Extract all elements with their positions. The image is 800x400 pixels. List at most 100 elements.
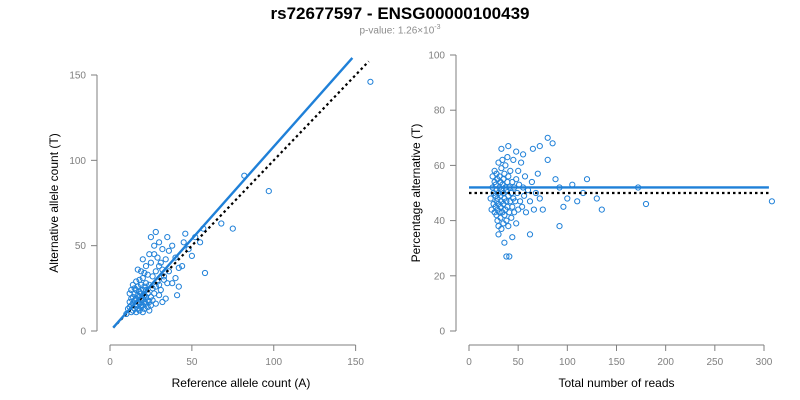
null-expectation-line — [112, 60, 370, 329]
x-tick-label: 250 — [706, 357, 723, 368]
data-point — [131, 285, 138, 292]
data-point — [154, 254, 161, 261]
data-point — [160, 276, 168, 283]
x-tick-label: 50 — [513, 357, 525, 368]
data-point — [156, 292, 163, 299]
data-point — [642, 200, 650, 208]
data-point — [526, 198, 534, 205]
y-tick-label: 100 — [69, 156, 86, 167]
data-point — [530, 206, 538, 213]
y-tick-label: 20 — [434, 271, 446, 282]
data-point — [509, 234, 516, 241]
data-point — [521, 173, 529, 180]
data-point — [180, 239, 187, 246]
data-point — [201, 269, 209, 277]
y-tick-label: 100 — [428, 51, 445, 62]
data-point — [229, 225, 236, 232]
data-point — [138, 268, 145, 275]
x-axis-label: Reference allele count (A) — [172, 376, 311, 390]
data-point — [522, 209, 530, 216]
y-tick-label: 40 — [434, 216, 446, 227]
data-point — [172, 254, 179, 261]
data-point — [139, 256, 146, 263]
y-tick-label: 0 — [439, 327, 445, 338]
x-tick-label: 200 — [657, 357, 674, 368]
data-point — [162, 295, 169, 302]
data-point — [498, 145, 505, 152]
x-tick-label: 150 — [347, 357, 364, 368]
data-point — [159, 246, 166, 253]
data-point — [768, 198, 776, 205]
y-axis-label: Percentage alternative (T) — [409, 124, 423, 263]
data-point — [175, 264, 182, 271]
data-point — [505, 143, 512, 150]
data-point — [544, 134, 551, 141]
data-point — [519, 203, 526, 210]
data-point — [133, 309, 140, 316]
y-tick-label: 150 — [69, 71, 86, 82]
data-point — [574, 198, 581, 205]
data-point — [515, 167, 522, 174]
data-point — [518, 159, 525, 166]
data-point — [513, 148, 520, 155]
data-point — [549, 140, 556, 147]
data-point — [495, 231, 502, 238]
data-point — [165, 247, 172, 254]
data-point — [510, 156, 517, 163]
data-point — [503, 253, 510, 260]
data-point — [505, 223, 512, 230]
data-point — [536, 195, 543, 202]
data-point — [126, 290, 133, 297]
data-point — [487, 195, 494, 202]
x-tick-label: 0 — [107, 357, 113, 368]
data-point — [152, 300, 159, 307]
x-tick-label: 100 — [559, 357, 576, 368]
data-point — [534, 170, 541, 177]
data-point — [265, 188, 272, 195]
data-point — [506, 253, 513, 260]
data-point — [598, 206, 605, 213]
x-tick-label: 50 — [186, 357, 198, 368]
data-point — [536, 143, 543, 150]
data-point — [188, 252, 195, 259]
data-point — [134, 266, 141, 273]
data-point — [507, 167, 514, 174]
data-point — [147, 259, 154, 266]
data-point — [169, 242, 176, 249]
data-point — [529, 145, 537, 152]
data-point — [152, 268, 159, 275]
data-point — [498, 165, 505, 172]
data-point — [142, 263, 150, 270]
data-point — [149, 273, 156, 280]
data-point — [175, 283, 182, 290]
data-point — [136, 276, 143, 283]
fit-line — [112, 57, 354, 329]
data-point — [583, 176, 591, 183]
subtitle-prefix: p-value: 1.26×10 — [359, 25, 435, 37]
data-point — [172, 275, 179, 282]
data-point — [503, 217, 510, 224]
data-point — [128, 286, 135, 294]
data-point — [509, 203, 516, 210]
left-scatter-panel: 0 50 100 150 0 50 100 150 Reference allele count… — [47, 57, 374, 390]
data-point — [552, 176, 559, 183]
y-tick-label: 0 — [80, 327, 86, 338]
y-tick-label: 60 — [434, 161, 446, 172]
data-point — [513, 176, 520, 183]
x-tick-label: 150 — [608, 357, 625, 368]
data-point — [152, 228, 159, 236]
data-point — [185, 246, 192, 253]
data-point — [139, 309, 146, 316]
y-tick-label: 50 — [75, 241, 87, 252]
chart-subtitle: p-value: 1.26×10-3 — [0, 24, 800, 36]
data-point — [499, 156, 506, 163]
data-point — [501, 239, 508, 246]
data-point — [157, 286, 164, 294]
y-axis-label: Alternative allele count (T) — [47, 133, 61, 272]
x-axis-label: Total number of reads — [558, 376, 674, 390]
data-point — [147, 293, 154, 300]
data-point — [159, 298, 166, 306]
data-point — [133, 278, 140, 285]
data-point — [136, 288, 143, 295]
data-point — [156, 239, 163, 246]
